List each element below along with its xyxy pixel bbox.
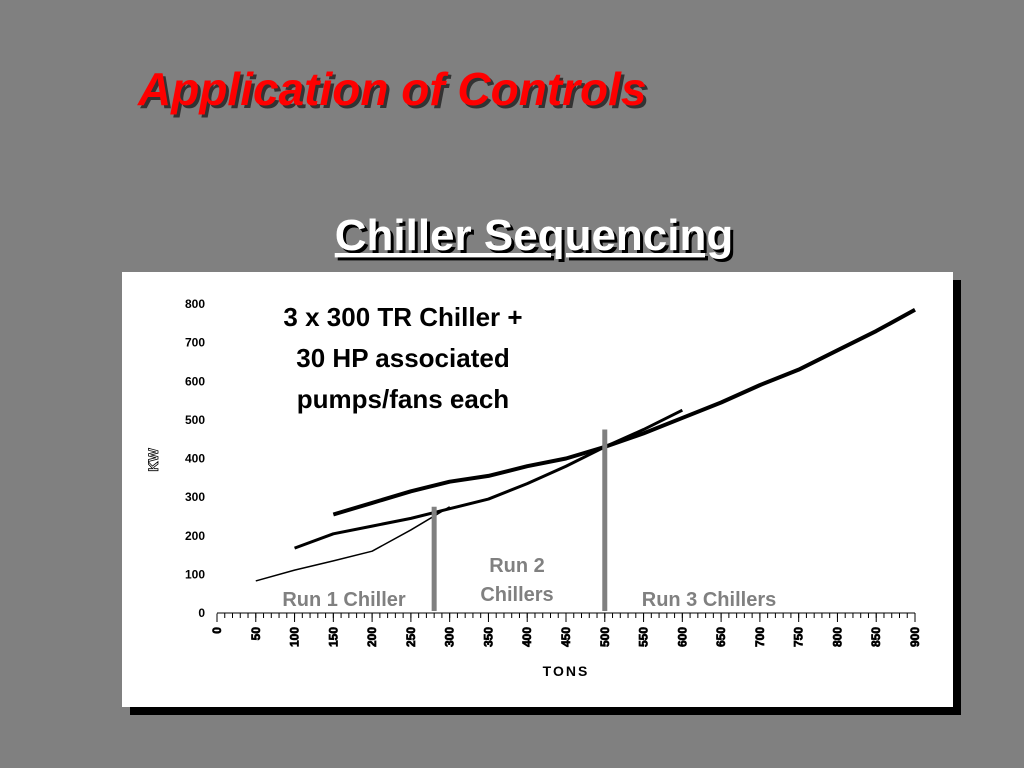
annotation: Chillers	[480, 584, 553, 606]
x-tick-label: 250	[404, 627, 418, 647]
chart-title: Chiller Sequencing	[335, 211, 734, 260]
x-tick-label: 900	[908, 627, 922, 647]
x-tick-label: 50	[249, 627, 263, 641]
y-tick-label: 100	[185, 567, 205, 581]
x-tick-label: 450	[559, 627, 573, 647]
y-tick-label: 300	[185, 490, 205, 504]
series-line	[332, 308, 916, 517]
title-shadow: Application of Controls	[140, 66, 650, 118]
x-tick-label: 350	[481, 627, 495, 647]
slide-title: Application of Controls	[137, 63, 647, 115]
x-tick-label: 400	[520, 627, 534, 647]
chart-panel	[122, 272, 953, 707]
annotation: Run 2	[489, 555, 545, 577]
annotation: Run 3 Chillers	[642, 589, 776, 611]
x-tick-label: 200	[365, 627, 379, 647]
annotation: 3 x 300 TR Chiller +	[283, 302, 522, 332]
x-tick-label: 550	[637, 627, 651, 647]
x-tick-label: 150	[326, 627, 340, 647]
x-tick-label: 0	[210, 627, 224, 634]
y-tick-label: 0	[198, 606, 205, 620]
x-tick-label: 800	[830, 627, 844, 647]
y-tick-label: 500	[185, 413, 205, 427]
annotation: pumps/fans each	[297, 384, 509, 414]
y-tick-label: 800	[185, 297, 205, 311]
y-tick-label: 600	[185, 374, 205, 388]
x-tick-label: 650	[714, 627, 728, 647]
x-tick-label: 600	[675, 627, 689, 647]
y-tick-label: 700	[185, 336, 205, 350]
x-axis-label: TONS	[543, 663, 590, 679]
series-line	[255, 506, 451, 582]
y-tick-label: 400	[185, 452, 205, 466]
x-tick-label: 850	[869, 627, 883, 647]
annotation: 30 HP associated	[296, 343, 509, 373]
y-tick-label: 200	[185, 529, 205, 543]
x-tick-label: 100	[288, 627, 302, 647]
y-axis-label: KW	[145, 448, 161, 472]
subtitle-shadow: Chiller Sequencing	[338, 214, 737, 263]
x-tick-label: 700	[753, 627, 767, 647]
x-tick-label: 500	[598, 627, 612, 647]
x-tick-label: 300	[443, 627, 457, 647]
x-tick-label: 750	[792, 627, 806, 647]
annotation: Run 1 Chiller	[282, 589, 406, 611]
